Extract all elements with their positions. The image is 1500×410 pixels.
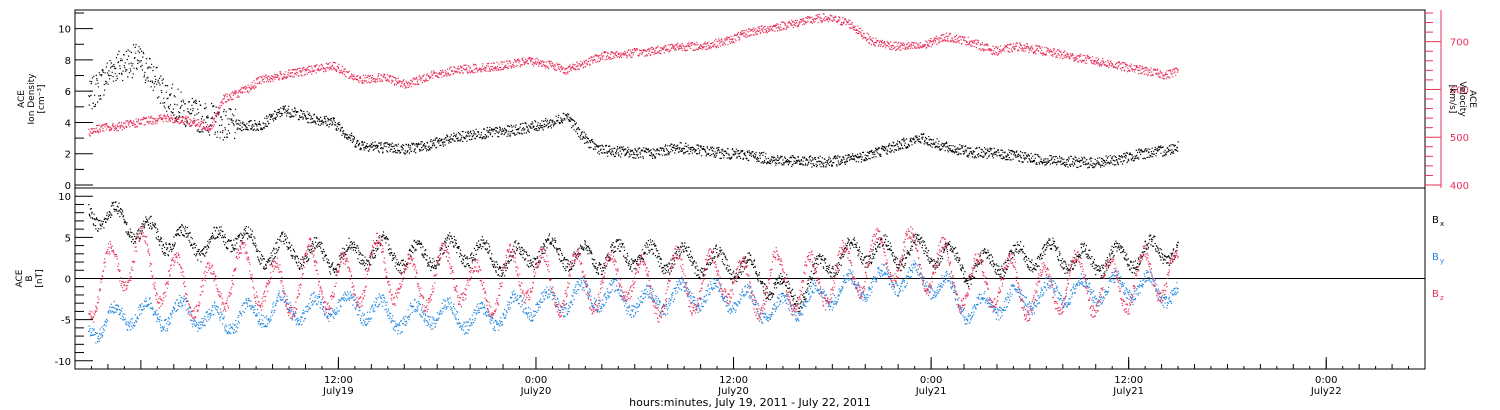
date-tick-label: July22 [1310, 386, 1342, 397]
legend-Bz: B [1432, 289, 1439, 300]
velocity-tick-label: 600 [1450, 85, 1469, 96]
density-tick-label: 4 [65, 118, 71, 129]
date-tick-label: July21 [1112, 386, 1144, 397]
velocity-tick-label: 500 [1450, 133, 1469, 144]
field-tick-label: -5 [61, 316, 71, 327]
field-axis-label: ACE B [nT] [15, 269, 45, 287]
density-series-points [88, 44, 1179, 169]
x-axis-label: hours:minutes, July 19, 2011 - July 22, … [629, 396, 871, 409]
velocity-series-points [88, 13, 1179, 137]
time-tick-label: 12:00 [324, 375, 353, 386]
date-tick-label: July20 [520, 386, 552, 397]
time-tick-label: 0:00 [920, 375, 942, 386]
density-label-line: ACE [17, 90, 27, 108]
velocity-tick-label: 400 [1450, 181, 1469, 192]
density-tick-label: 2 [65, 150, 71, 161]
time-axis: 12:00July190:00July2012:00July200:00July… [90, 357, 1410, 397]
Bz-series-points [88, 225, 1179, 323]
By-series-points [88, 260, 1179, 344]
field-label-line: B [25, 275, 35, 281]
time-tick-label: 0:00 [525, 375, 547, 386]
time-tick-label: 0:00 [1315, 375, 1337, 386]
legend-sub-y: y [1440, 257, 1444, 265]
velocity-label-line: [km/s] [1447, 85, 1457, 114]
top-panel-frame [74, 9, 1426, 189]
field-tick-label: -10 [55, 357, 71, 368]
density-tick-label: 6 [65, 87, 71, 98]
velocity-tick-label: 700 [1450, 38, 1469, 49]
legend-sub-z: z [1440, 294, 1444, 302]
time-tick-label: 12:00 [1114, 375, 1143, 386]
date-tick-label: July20 [717, 386, 749, 397]
legend-sub-x: x [1440, 220, 1444, 228]
density-tick-label: 10 [58, 25, 71, 36]
velocity-label-line: ACE [1467, 90, 1477, 108]
field-label-line: [nT] [35, 269, 45, 287]
legend-Bx: B [1432, 215, 1439, 226]
field-tick-label: 10 [58, 192, 71, 203]
density-label-line: [cm⁻³] [37, 84, 47, 113]
field-label-line: ACE [15, 269, 25, 287]
legend-By: B [1432, 252, 1439, 263]
field-tick-label: 0 [65, 275, 71, 286]
density-tick-label: 8 [65, 56, 71, 67]
field-tick-label: 5 [65, 233, 71, 244]
density-tick-label: 0 [65, 181, 71, 192]
time-tick-label: 12:00 [719, 375, 748, 386]
Bx-series-points [88, 201, 1179, 313]
velocity-label-line: Velocity [1457, 81, 1467, 117]
density-label-line: Ion Density [27, 73, 37, 125]
density-axis-label: ACE Ion Density [cm⁻³] [17, 73, 47, 125]
date-tick-label: July21 [915, 386, 947, 397]
date-tick-label: July19 [322, 386, 354, 397]
